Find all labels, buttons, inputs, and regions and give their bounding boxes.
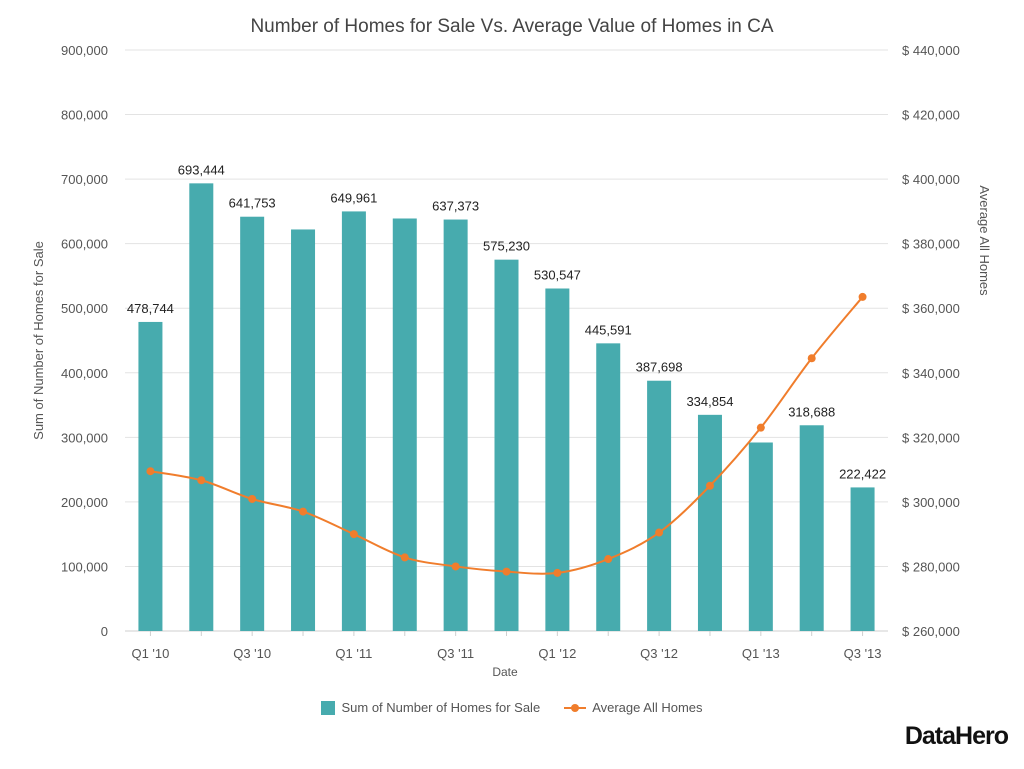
y-left-tick-label: 700,000 (61, 172, 108, 187)
bar (647, 380, 672, 631)
legend: Sum of Number of Homes for Sale Average … (0, 700, 1024, 715)
y-right-tick-label: $ 400,000 (902, 172, 960, 187)
bar-data-label: 693,444 (178, 162, 225, 177)
x-axis-label: Date (492, 665, 518, 679)
x-tick-label: Q1 '11 (335, 646, 372, 661)
bar (697, 414, 722, 631)
bar (240, 216, 265, 632)
y-right-axis-label: Average All Homes (977, 185, 992, 296)
bar-data-label: 637,373 (432, 199, 479, 214)
chart-title: Number of Homes for Sale Vs. Average Val… (250, 16, 774, 37)
bar (443, 219, 468, 631)
x-tick-label: Q3 '10 (233, 646, 271, 661)
brand-logo: DataHero (904, 722, 1009, 750)
line-point (705, 481, 714, 490)
bar-data-label: 445,591 (585, 322, 632, 337)
legend-item-line[interactable]: Average All Homes (564, 700, 703, 715)
line-point (655, 528, 664, 537)
bar (545, 288, 570, 631)
line-point (299, 507, 308, 516)
bar (799, 425, 824, 631)
line-point (146, 467, 155, 476)
bar-data-label: 649,961 (330, 190, 377, 205)
line-series (146, 292, 867, 577)
bar-data-label: 575,230 (483, 239, 530, 254)
y-right-tick-label: $ 440,000 (902, 43, 960, 58)
line-point (349, 530, 358, 539)
y-right-tick-label: $ 360,000 (902, 301, 960, 316)
y-right-tick-label: $ 340,000 (902, 366, 960, 381)
line-point (451, 562, 460, 571)
bar (189, 183, 214, 631)
x-tick-label: Q3 '12 (640, 646, 678, 661)
y-left-axis-label: Sum of Number of Homes for Sale (31, 241, 46, 440)
y-left-tick-label: 300,000 (61, 430, 108, 445)
line-point (553, 568, 562, 577)
line-point (858, 292, 867, 301)
y-left-tick-label: 800,000 (61, 108, 108, 123)
legend-label-line: Average All Homes (592, 700, 703, 715)
bar-data-label: 222,422 (839, 466, 886, 481)
x-tick-label: Q1 '12 (538, 646, 576, 661)
x-tick-label: Q3 '11 (437, 646, 474, 661)
line-point (807, 354, 816, 363)
line-point (756, 423, 765, 432)
bar-data-label: 478,744 (127, 301, 174, 316)
bar-series (138, 183, 875, 632)
legend-item-bars[interactable]: Sum of Number of Homes for Sale (321, 700, 540, 715)
x-tick-label: Q3 '13 (844, 646, 882, 661)
bar-data-label: 387,698 (636, 360, 683, 375)
bar-data-label: 641,753 (229, 196, 276, 211)
x-tick-label: Q1 '13 (742, 646, 780, 661)
line-point (502, 567, 511, 576)
y-left-tick-label: 400,000 (61, 366, 108, 381)
legend-label-bars: Sum of Number of Homes for Sale (341, 700, 541, 715)
y-left-tick-label: 100,000 (61, 559, 108, 574)
line-point (604, 555, 613, 564)
x-tick-label: Q1 '10 (131, 646, 169, 661)
legend-swatch-bar (321, 700, 336, 715)
bar-data-labels: 478,744 693,444 641,753 649,961 637,373 575,2… (127, 162, 886, 481)
y-left-tick-label: 900,000 (61, 43, 108, 58)
bar (850, 487, 875, 631)
bar (596, 343, 621, 631)
bar (341, 211, 366, 631)
legend-swatch-line (564, 701, 587, 715)
bar-data-label: 318,688 (788, 404, 835, 419)
y-left-tick-label: 600,000 (61, 237, 108, 252)
bar-data-label: 334,854 (686, 394, 733, 409)
bar (291, 229, 316, 631)
bar (138, 321, 163, 631)
bar-data-label: 530,547 (534, 268, 581, 283)
y-left-tick-label: 0 (101, 624, 108, 639)
y-right-tick-label: $ 420,000 (902, 108, 960, 123)
bar (748, 442, 773, 631)
line-point (400, 553, 409, 562)
y-right-tick-label: $ 380,000 (902, 237, 960, 252)
line-point (248, 494, 257, 503)
y-right-tick-label: $ 260,000 (902, 624, 960, 639)
bar (392, 218, 417, 632)
y-right-tick-label: $ 320,000 (902, 430, 960, 445)
y-left-tick-label: 200,000 (61, 495, 108, 510)
y-right-tick-label: $ 280,000 (902, 559, 960, 574)
y-left-tick-label: 500,000 (61, 301, 108, 316)
y-right-tick-label: $ 300,000 (902, 495, 960, 510)
line-point (197, 476, 206, 485)
axes: 0 $ 260,000 100,000 $ 280,000 200,000 $ 300,0… (31, 43, 992, 679)
